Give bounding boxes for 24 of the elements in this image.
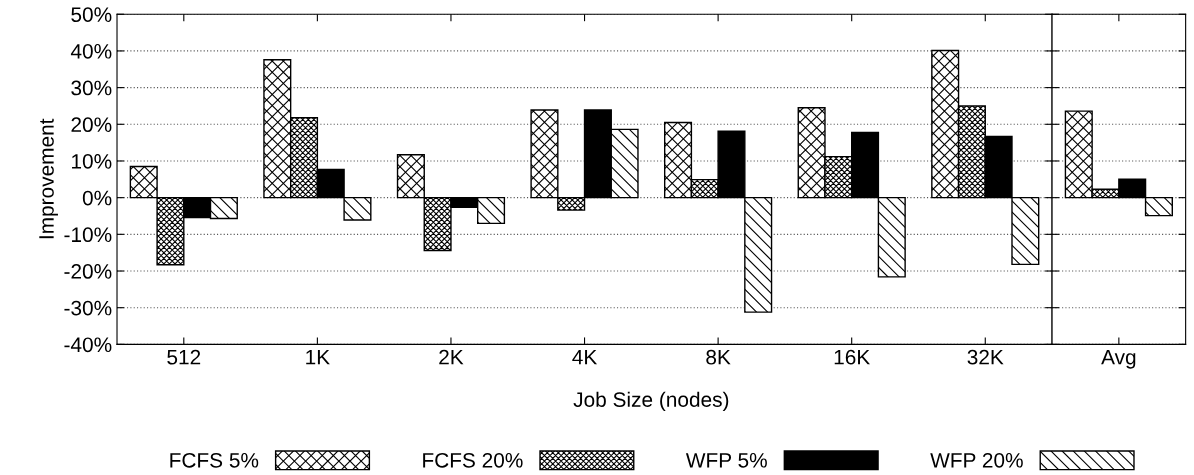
y-tick-label: -30% (64, 300, 112, 316)
x-tick-label: 4K (572, 350, 598, 365)
y-tick-label: -10% (64, 227, 112, 243)
y-tick-label: -40% (64, 337, 112, 353)
legend-label: FCFS 20% (423, 452, 523, 468)
y-tick-label: 0% (82, 190, 112, 206)
x-tick-label: 2K (439, 349, 464, 365)
y-tick-label: 50% (71, 7, 112, 22)
x-tick-label: Avg (1101, 350, 1136, 369)
legend-label: FCFS 5% (170, 452, 259, 468)
legend-label: WFP 5% (685, 453, 767, 468)
y-tick-label: 10% (72, 153, 112, 169)
y-axis-title: Improvement (39, 118, 58, 239)
y-tick-label: 20% (71, 117, 112, 133)
y-tick-label: 40% (70, 43, 112, 59)
x-tick-label: 32K (967, 349, 1004, 365)
x-tick-label: 16K (834, 349, 870, 365)
x-axis-title: Job Size (nodes) (573, 391, 729, 412)
x-tick-label: 8K (706, 349, 731, 365)
x-tick-label: 1K (306, 350, 330, 365)
y-tick-label: 30% (71, 80, 112, 96)
y-tick-label: -20% (64, 264, 112, 279)
x-tick-label: 512 (167, 349, 201, 365)
legend-label: WFP 20% (930, 452, 1023, 468)
